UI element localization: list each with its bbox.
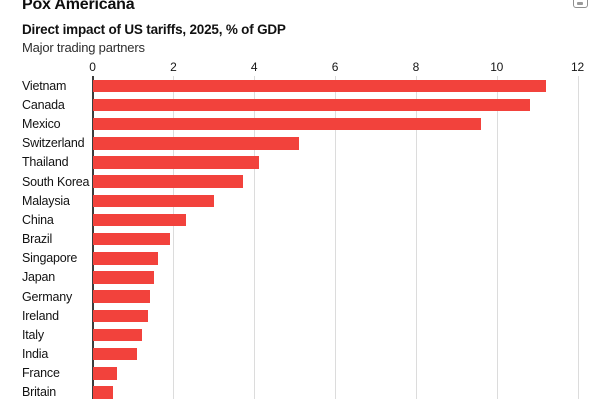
category-label: Japan [22,270,56,285]
category-label: Singapore [22,251,78,266]
x-axis-tick-label: 6 [331,60,339,74]
bar [93,175,243,188]
x-axis-tick-label: 8 [412,60,420,74]
bar [93,367,118,380]
bar [93,156,259,169]
x-axis-tick-label: 4 [250,60,258,74]
category-label: Italy [22,327,44,342]
chart-title: Pox Americana [22,0,135,13]
category-label: Malaysia [22,193,70,208]
gridline [335,76,337,399]
category-label: Germany [22,289,73,304]
bar [93,232,170,246]
bar [93,213,186,227]
bar [93,309,148,323]
x-axis-tick-label: 0 [89,60,96,74]
bar [93,271,154,284]
chart-action-icon[interactable] [573,0,588,8]
category-label: China [22,212,54,227]
x-axis-zero-line [91,76,94,399]
gridline [415,76,417,399]
category-label: Mexico [22,117,61,132]
bar [93,117,482,131]
category-label: Thailand [22,155,69,170]
bar [93,290,150,303]
x-axis-tick-label: 12 [571,60,585,74]
bar [93,194,215,208]
category-label: Canada [22,97,65,112]
category-label: Vietnam [22,78,67,93]
category-label: India [22,347,49,362]
x-axis-tick-label: 2 [170,60,177,74]
bar [93,137,300,150]
category-label: Britain [22,385,57,400]
x-axis-tick-label: 10 [490,60,504,74]
category-label: Ireland [22,308,59,323]
chart-note: Major trading partners [22,40,145,55]
bar [93,252,158,265]
category-label: South Korea [22,174,90,189]
bar [93,98,530,112]
bar [93,328,142,342]
bar [93,386,114,399]
bar [93,347,138,361]
category-label: France [22,366,60,381]
category-label: Brazil [22,232,53,247]
chart-subtitle: Direct impact of US tariffs, 2025, % of … [22,22,286,37]
bar [93,79,546,92]
gridline [577,76,579,399]
gridline [254,76,256,399]
category-label: Switzerland [22,136,85,151]
download-icon [577,2,583,5]
gridline [173,76,175,399]
gridline [496,76,498,399]
